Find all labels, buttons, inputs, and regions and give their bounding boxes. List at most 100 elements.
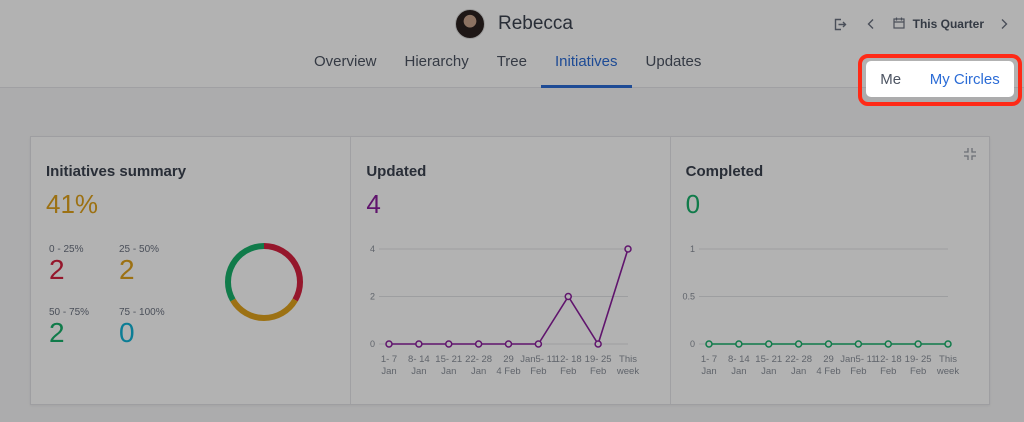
x-tick-label: 12- 18 [874,354,901,365]
data-point[interactable] [564,292,573,301]
donut-slice-0 [263,243,303,302]
bucket-0-25[interactable]: 0 - 25% 2 [49,244,129,285]
completed-section: Completed 0 0 0.5 1 1- 7 Jan 8- 14 Jan 15- 21 Ja… [669,137,989,404]
x-tick-label: 22- 28 [465,354,492,365]
y-tick-label: 0 [370,339,375,349]
tab-initiatives[interactable]: Initiatives [541,47,632,88]
chevron-left-icon[interactable] [861,18,881,30]
x-tick-label: Jan [761,366,776,377]
data-point[interactable] [704,340,713,348]
scope-me-button[interactable]: Me [880,70,902,88]
x-tick-label: Jan [471,366,486,377]
x-tick-label: week [936,366,959,377]
x-tick-label: Feb [850,366,866,377]
tab-updates[interactable]: Updates [645,53,702,70]
user-name: Rebecca [498,13,573,34]
scope-toggle: Me My Circles [866,61,1014,97]
data-point[interactable] [415,340,423,348]
x-tick-label: 15- 21 [436,354,463,365]
tab-overview[interactable]: Overview [314,53,377,70]
x-tick-label: This [619,354,637,365]
donut-slice-2 [225,243,265,302]
data-point[interactable] [943,340,952,348]
bucket-label: 50 - 75% [49,307,90,318]
x-tick-label: 19- 25 [585,354,612,365]
data-point[interactable] [884,340,892,348]
x-tick-label: Jan [382,366,397,377]
bucket-label: 75 - 100% [119,307,165,318]
user-profile[interactable]: Rebecca [455,9,573,39]
summary-panel: Initiatives summary 41% 0 - 25% 2 25 - 5… [30,136,990,405]
data-point[interactable] [734,340,743,348]
bucket-label: 0 - 25% [49,244,84,255]
x-tick-label: Jan5- 11 [521,354,557,365]
bucket-25-50[interactable]: 25 - 50% 2 [119,244,199,285]
x-tick-label: 22- 28 [785,354,812,365]
bucket-value: 2 [49,254,65,285]
initiatives-summary-section: Initiatives summary 41% 0 - 25% 2 25 - 5… [31,137,350,404]
bucket-50-75[interactable]: 50 - 75% 2 [49,307,129,348]
x-tick-label: Feb [531,366,547,377]
scope-my-circles-button[interactable]: My Circles [929,70,1000,88]
updated-value: 4 [366,189,381,219]
x-tick-label: 4 Feb [816,366,840,377]
y-tick-label: 0.5 [682,292,695,302]
calendar-icon [893,17,905,32]
x-tick-label: 8- 14 [728,354,750,365]
x-tick-label: Feb [590,366,606,377]
x-tick-label: 29 [504,354,515,365]
period-selector[interactable]: This Quarter [893,17,984,32]
data-point[interactable] [824,340,832,348]
x-tick-label: 15- 21 [755,354,782,365]
data-point[interactable] [854,340,862,348]
completed-value: 0 [685,189,701,219]
data-point[interactable] [594,340,603,348]
x-tick-label: 8- 14 [408,354,430,365]
chevron-right-icon[interactable] [984,18,1024,30]
x-tick-label: week [616,366,639,377]
bucket-75-100[interactable]: 75 - 100% 0 [119,307,199,348]
x-tick-label: Feb [910,366,926,377]
x-tick-label: Jan [441,366,456,377]
data-point[interactable] [914,340,922,348]
bucket-value: 2 [49,317,65,348]
x-tick-label: 19- 25 [904,354,931,365]
avatar[interactable] [455,9,485,39]
x-tick-label: Jan [701,366,716,377]
summary-percent: 41% [46,189,99,219]
y-tick-label: 1 [690,244,695,254]
x-tick-label: 29 [823,354,834,365]
x-tick-label: Jan [791,366,806,377]
updated-section: Updated 4 0 2 4 1- 7 Jan 8- 14 Jan 15- 21 Jan 22-… [350,137,669,404]
x-tick-label: This [939,354,957,365]
data-point[interactable] [475,340,483,348]
x-tick-label: Feb [880,366,896,377]
y-tick-label: 0 [690,339,695,349]
data-point[interactable] [794,340,803,348]
main-tabs: Overview Hierarchy Tree Initiatives Upda… [300,47,715,88]
x-tick-label: 12- 18 [555,354,582,365]
data-point[interactable] [534,340,543,348]
y-tick-label: 2 [370,292,375,302]
data-point[interactable] [764,340,773,348]
top-header: Rebecca This Quarter Overview Hierarchy … [0,0,1024,88]
data-point[interactable] [505,340,513,348]
summary-title: Initiatives summary [46,163,187,180]
x-tick-label: Jan5- 11 [840,354,876,365]
export-icon[interactable] [825,17,855,32]
updated-title: Updated [366,163,427,180]
data-point[interactable] [624,245,633,253]
y-tick-label: 4 [370,244,375,254]
period-label: This Quarter [912,17,984,31]
tab-hierarchy[interactable]: Hierarchy [404,53,469,70]
data-point[interactable] [445,340,453,348]
x-tick-label: 1- 7 [700,354,716,365]
data-point[interactable] [385,340,394,348]
tab-tree[interactable]: Tree [496,53,527,70]
completed-title: Completed [685,163,764,180]
bucket-value: 2 [119,254,135,285]
donut-slice-1 [230,298,298,321]
collapse-icon[interactable] [963,147,977,166]
